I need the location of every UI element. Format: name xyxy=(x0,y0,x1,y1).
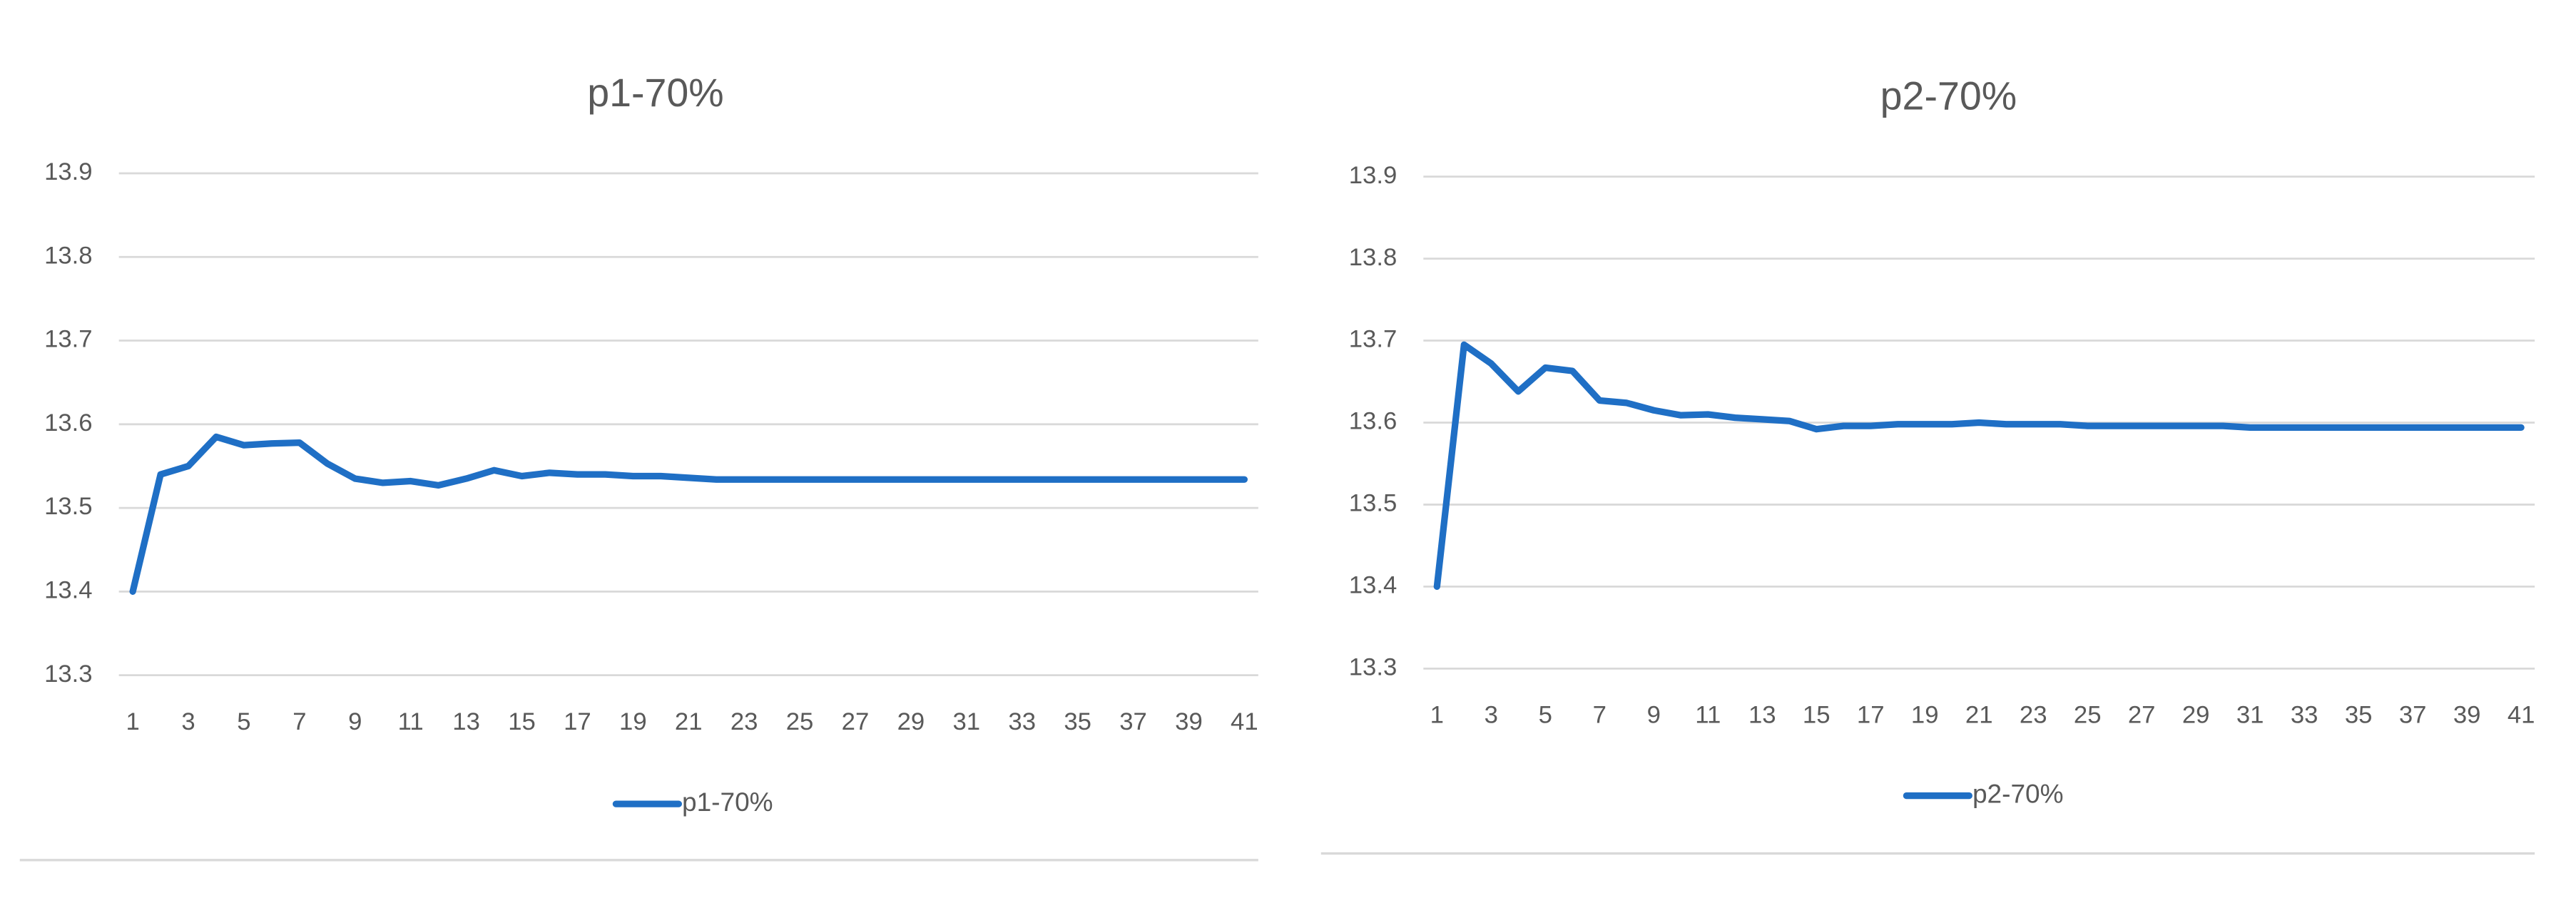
x-tick-label: 37 xyxy=(1119,708,1147,735)
x-tick-label: 15 xyxy=(508,708,536,735)
x-tick-label: 39 xyxy=(1175,708,1203,735)
x-tick-label: 35 xyxy=(2345,702,2373,729)
x-tick-label: 17 xyxy=(564,708,591,735)
x-tick-label: 3 xyxy=(1485,702,1498,729)
x-tick-label: 39 xyxy=(2453,702,2481,729)
x-tick-label: 19 xyxy=(1911,702,1939,729)
x-tick-label: 11 xyxy=(1695,702,1721,729)
x-tick-label: 41 xyxy=(1231,708,1258,735)
series-line xyxy=(1433,341,2525,591)
x-tick-label: 19 xyxy=(619,708,647,735)
y-tick-label: 13.8 xyxy=(44,242,93,269)
x-tick-label: 23 xyxy=(730,708,758,735)
x-tick-label: 25 xyxy=(2074,702,2102,729)
legend-label: p2-70% xyxy=(1972,778,2064,808)
x-tick-label: 35 xyxy=(1064,708,1091,735)
y-tick-label: 13.5 xyxy=(44,493,93,520)
x-tick-label: 41 xyxy=(2508,702,2535,729)
x-tick-label: 17 xyxy=(1857,702,1885,729)
chart-title: p2-70% xyxy=(1880,74,2017,118)
chart-title: p1-70% xyxy=(587,71,723,115)
x-tick-label: 1 xyxy=(126,708,139,735)
x-tick-label: 11 xyxy=(398,708,424,735)
x-tick-label: 31 xyxy=(2236,702,2264,729)
y-tick-label: 13.3 xyxy=(1349,654,1398,681)
x-tick-label: 25 xyxy=(786,708,814,735)
legend-label: p1-70% xyxy=(682,787,773,817)
series-line xyxy=(129,433,1248,595)
x-tick-label: 21 xyxy=(675,708,703,735)
y-tick-label: 13.3 xyxy=(44,660,93,688)
x-tick-label: 1 xyxy=(1430,702,1444,729)
x-tick-label: 3 xyxy=(181,708,195,735)
x-tick-label: 27 xyxy=(2128,702,2156,729)
x-tick-label: 31 xyxy=(952,708,980,735)
x-tick-label: 21 xyxy=(1965,702,1993,729)
x-tick-label: 5 xyxy=(1539,702,1552,729)
x-tick-label: 33 xyxy=(1008,708,1036,735)
y-tick-label: 13.8 xyxy=(1349,244,1398,271)
y-tick-label: 13.4 xyxy=(1349,572,1398,599)
x-tick-label: 33 xyxy=(2291,702,2318,729)
y-tick-label: 13.7 xyxy=(1349,326,1398,353)
x-tick-label: 13 xyxy=(1748,702,1776,729)
y-tick-label: 13.7 xyxy=(44,326,93,353)
y-tick-label: 13.9 xyxy=(1349,162,1398,189)
x-tick-label: 29 xyxy=(897,708,925,735)
x-tick-label: 29 xyxy=(2182,702,2210,729)
x-tick-label: 7 xyxy=(292,708,306,735)
y-tick-label: 13.5 xyxy=(1349,490,1398,517)
x-tick-label: 7 xyxy=(1593,702,1607,729)
x-tick-label: 5 xyxy=(237,708,250,735)
x-tick-label: 15 xyxy=(1803,702,1831,729)
x-tick-label: 9 xyxy=(1647,702,1661,729)
x-tick-label: 37 xyxy=(2399,702,2427,729)
x-tick-label: 9 xyxy=(348,708,362,735)
y-tick-label: 13.9 xyxy=(44,158,93,185)
x-tick-label: 27 xyxy=(842,708,870,735)
x-tick-label: 23 xyxy=(2020,702,2047,729)
y-tick-label: 13.6 xyxy=(1349,408,1398,435)
y-tick-label: 13.4 xyxy=(44,577,93,604)
x-tick-label: 13 xyxy=(452,708,480,735)
y-tick-label: 13.6 xyxy=(44,409,93,437)
